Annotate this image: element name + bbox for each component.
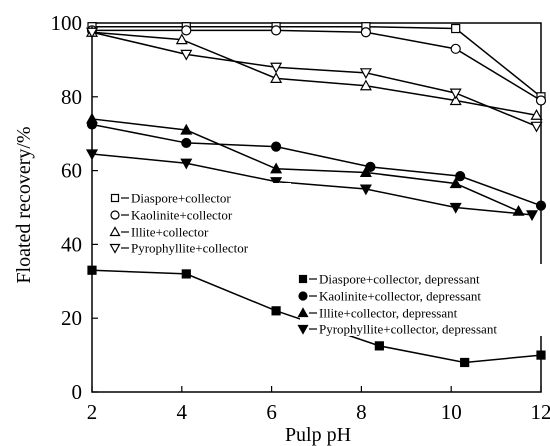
data-point	[530, 109, 543, 120]
data-point	[455, 171, 466, 182]
legend-entry: Pyrophyllite+collector	[109, 241, 249, 256]
data-point	[449, 202, 462, 214]
y-tick-label: 100	[51, 11, 83, 35]
series-line	[91, 31, 537, 116]
legend-label: Illite+collector	[131, 225, 209, 240]
legend-background-left	[104, 183, 291, 257]
data-point	[451, 23, 461, 34]
legend-entry: Diaspore+collector, depressant	[298, 272, 480, 287]
data-point	[271, 306, 281, 316]
legend-marker	[109, 243, 121, 254]
series-line	[91, 123, 542, 207]
legend-marker	[298, 274, 308, 284]
x-tick-label: 8	[356, 400, 367, 424]
x-tick-label: 12	[531, 400, 550, 424]
data-point	[270, 141, 282, 152]
series-line	[92, 25, 542, 98]
data-point	[374, 341, 384, 351]
data-point	[180, 123, 193, 135]
axes: 2 4 6 8 10 12 0 20 40 60 80 100	[51, 11, 550, 424]
data-point	[270, 25, 282, 36]
series-6	[85, 112, 525, 216]
legend-label: Kaolinite+collector, depressant	[319, 289, 481, 304]
series-2	[85, 25, 543, 120]
y-tick-label: 0	[72, 380, 83, 404]
series-line	[91, 31, 537, 128]
legend-label: Diaspore+collector, depressant	[319, 272, 480, 287]
legend-marker	[297, 324, 309, 335]
data-point	[360, 27, 371, 38]
y-tick-label: 40	[61, 232, 82, 256]
data-point	[175, 33, 188, 45]
data-point	[460, 357, 470, 368]
legend-entry: Kaolinite+collector	[110, 208, 233, 223]
data-point	[449, 88, 462, 100]
legend-marker	[297, 307, 309, 318]
legend-marker	[110, 210, 120, 220]
data-point	[85, 27, 99, 39]
data-point	[87, 265, 97, 275]
data-point	[450, 43, 461, 54]
y-axis-title: Floated recovery/%	[13, 126, 35, 283]
x-tick-label: 6	[266, 400, 277, 424]
data-point	[180, 158, 193, 170]
series-7	[85, 149, 539, 222]
series-5	[86, 119, 547, 211]
y-tick-label: 20	[61, 306, 82, 330]
x-tick-label: 10	[441, 400, 462, 424]
y-tick-label: 80	[61, 85, 82, 109]
legend-entry: Illite+collector	[109, 225, 209, 240]
data-point	[535, 200, 547, 211]
data-point	[359, 68, 372, 80]
legend-label: Kaolinite+collector	[131, 208, 233, 223]
x-tick-label: 2	[87, 400, 98, 424]
legend-label: Pyrophyllite+collector, depressant	[319, 322, 497, 337]
data-point	[359, 166, 372, 178]
x-tick-label: 4	[177, 400, 188, 424]
legend: Diaspore+collector Kaolinite+collector Ill…	[104, 183, 549, 337]
series-line	[92, 29, 542, 102]
data-point	[270, 62, 283, 74]
data-point	[536, 350, 546, 360]
legend-label: Diaspore+collector	[131, 191, 231, 206]
data-point	[181, 137, 192, 149]
series-line	[91, 118, 519, 212]
data-point	[180, 49, 193, 61]
data-point	[181, 269, 191, 279]
data-point	[449, 177, 462, 189]
data-point	[449, 94, 462, 106]
legend-label: Pyrophyllite+collector	[131, 241, 249, 256]
data-point	[270, 162, 283, 174]
legend-entry: Pyrophyllite+collector, depressant	[297, 322, 497, 337]
data-point	[270, 177, 283, 188]
data-point	[535, 95, 547, 106]
data-point	[270, 72, 283, 83]
series-3	[85, 27, 543, 133]
data-point	[526, 210, 539, 222]
legend-label: Illite+collector, depressant	[319, 306, 458, 321]
legend-marker	[298, 291, 308, 301]
legend-marker	[109, 226, 121, 237]
data-point	[85, 112, 99, 124]
legend-entry: Diaspore+collector	[110, 191, 231, 206]
data-point	[85, 149, 99, 161]
legend-entry: Illite+collector, depressant	[297, 306, 458, 321]
series-line	[91, 153, 533, 216]
data-point	[181, 25, 192, 36]
series-group	[85, 22, 547, 368]
data-point	[530, 121, 543, 133]
y-tick-label: 60	[61, 159, 82, 183]
legend-marker	[110, 193, 120, 203]
legend-background-right	[300, 264, 549, 336]
x-axis-title: Pulp pH	[285, 424, 351, 446]
data-point	[359, 79, 372, 91]
legend-entry: Kaolinite+collector, depressant	[298, 289, 481, 304]
data-point	[359, 184, 372, 196]
